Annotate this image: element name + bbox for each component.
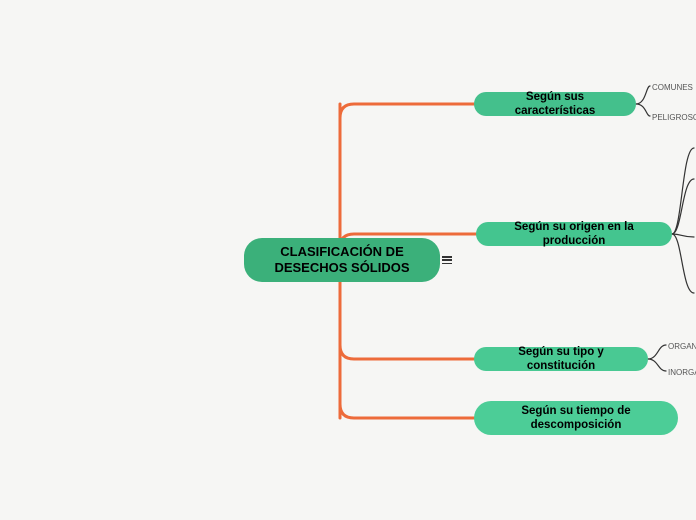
branch-label: Según su tipo y constitución xyxy=(488,345,634,374)
branch-node[interactable]: Según su tipo y constitución xyxy=(474,347,648,371)
leaf-label: PELIGROSOS xyxy=(652,113,696,122)
root-node[interactable]: CLASIFICACIÓN DE DESECHOS SÓLIDOS xyxy=(244,238,440,282)
branch-node[interactable]: Según su tiempo de descomposición xyxy=(474,401,678,435)
branch-node[interactable]: Según su origen en la producción xyxy=(476,222,672,246)
branch-label: Según su origen en la producción xyxy=(490,220,658,249)
leaf-label: COMUNES xyxy=(652,83,693,92)
hamburger-icon[interactable] xyxy=(442,256,452,264)
root-label: CLASIFICACIÓN DE DESECHOS SÓLIDOS xyxy=(274,244,409,277)
branch-label: Según sus características xyxy=(488,90,622,119)
leaf-label: INORGA xyxy=(668,368,696,377)
branch-label: Según su tiempo de descomposición xyxy=(521,404,630,433)
leaf-label: ORGANI xyxy=(668,342,696,351)
branch-node[interactable]: Según sus características xyxy=(474,92,636,116)
